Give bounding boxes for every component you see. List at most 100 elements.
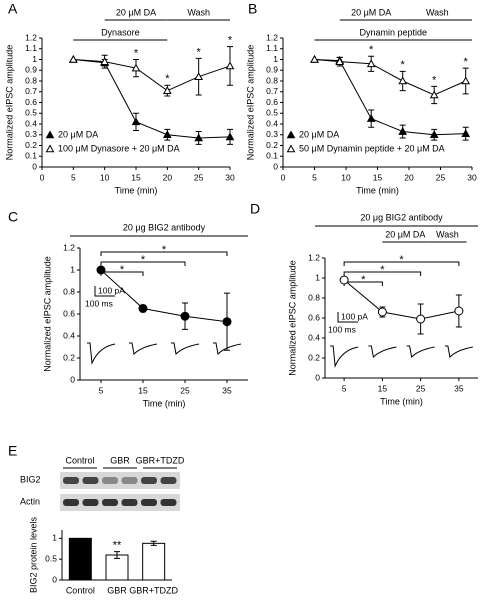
y-tick-label: 0.9 — [25, 65, 37, 75]
blot-band — [160, 499, 177, 506]
marker — [138, 304, 148, 313]
significance: * — [228, 35, 233, 47]
x-tick-label: 20 — [163, 172, 173, 182]
y-tick-label: 1.2 — [63, 242, 75, 252]
x-tick-label: 15 — [373, 172, 383, 182]
marker — [454, 306, 464, 316]
significance: ** — [113, 540, 122, 552]
blot-band — [102, 499, 118, 506]
y-tick-label: 0.1 — [25, 151, 37, 161]
x-tick-label: Control — [66, 585, 95, 595]
x-tick-label: 0 — [40, 172, 45, 182]
header-label: 20 μg BIG2 antibody — [123, 222, 206, 232]
marker — [429, 130, 439, 139]
y-tick-label: 0.2 — [308, 352, 320, 362]
y-tick-label: 1.1 — [266, 43, 278, 53]
scale-bar — [94, 286, 115, 297]
blot-lane-label: GBR+TDZD — [136, 455, 185, 465]
treatment-label: Wash — [426, 7, 449, 17]
y-axis-title: BIG2 protein levels — [28, 516, 38, 593]
eipsc-trace — [87, 342, 116, 365]
marker — [398, 126, 408, 135]
scale-time: 100 ms — [85, 298, 113, 308]
significance: * — [464, 56, 469, 68]
header-label: 20 μg BIG2 antibody — [360, 212, 443, 222]
marker — [461, 129, 471, 137]
legend-marker — [286, 144, 296, 153]
significance: * — [197, 46, 202, 58]
x-tick-label: 5 — [99, 385, 104, 395]
scale-amplitude: 100 pA — [341, 311, 368, 321]
x-tick-label: 5 — [312, 172, 317, 182]
panel-label: B — [248, 1, 257, 17]
marker — [131, 63, 141, 72]
legend-marker — [286, 130, 296, 139]
y-tick-label: 0.6 — [266, 97, 278, 107]
marker — [162, 130, 172, 139]
marker — [377, 307, 387, 317]
treatment-label: Wash — [436, 229, 459, 239]
y-axis-title: Normalized eIPSC amplitude — [4, 45, 14, 161]
eipsc-trace — [213, 342, 242, 356]
x-axis-title: Time (min) — [115, 185, 158, 195]
panel-label: A — [8, 1, 18, 17]
eipsc-trace — [406, 345, 435, 359]
blot-strip — [60, 494, 180, 511]
y-tick-label: 0.8 — [63, 286, 75, 296]
y-tick-label: 0.4 — [266, 118, 278, 128]
y-tick-label: 0.4 — [308, 332, 320, 342]
x-axis-title: Time (min) — [380, 396, 423, 406]
comparison-bracket — [343, 261, 460, 266]
blot-band — [121, 477, 138, 484]
bar — [142, 542, 166, 581]
blot-row-label: BIG2 — [20, 474, 41, 484]
marker — [162, 86, 172, 94]
y-tick-label: 0.7 — [25, 86, 37, 96]
significance: * — [369, 44, 374, 56]
series-line — [314, 59, 466, 136]
error-bar — [114, 551, 120, 559]
marker — [461, 76, 471, 85]
significance: * — [134, 47, 139, 59]
marker — [131, 117, 141, 126]
x-tick-label: 35 — [454, 383, 464, 393]
y-axis-title: Normalized eIPSC amplitude — [245, 45, 255, 161]
y-axis-title: Normalized eIPSC amplitude — [287, 260, 297, 376]
marker — [366, 114, 376, 122]
scale-bar — [337, 312, 358, 323]
x-axis-title: Time (min) — [356, 185, 399, 195]
x-tick-label: 25 — [194, 172, 204, 182]
eipsc-trace — [444, 345, 473, 359]
comparison-label: * — [361, 274, 366, 286]
y-tick-label: 0.6 — [308, 312, 320, 322]
y-tick-label: 0.5 — [45, 553, 57, 563]
treatment-label: Dynamin peptide — [359, 27, 427, 37]
marker — [194, 72, 204, 80]
x-tick-label: GBR+TDZD — [129, 585, 178, 595]
eipsc-trace — [171, 342, 200, 356]
y-tick-label: 1 — [315, 272, 320, 282]
x-tick-label: 5 — [342, 383, 347, 393]
x-tick-label: 20 — [404, 172, 414, 182]
y-tick-label: 0.5 — [266, 108, 278, 118]
y-tick-label: 1 — [32, 54, 37, 64]
comparison-bracket — [100, 251, 228, 256]
comparison-bracket — [343, 271, 422, 276]
panel-label: D — [250, 201, 260, 217]
legend-marker — [45, 130, 55, 139]
comparison-bracket — [100, 261, 186, 266]
blot-band — [102, 477, 118, 484]
legend-label: 100 μM Dynasore + 20 μM DA — [58, 143, 180, 153]
marker — [68, 54, 78, 63]
panel-label: C — [8, 209, 18, 225]
bar — [68, 537, 92, 581]
series-line — [343, 279, 459, 320]
series-line — [73, 59, 231, 92]
treatment-label: Dynasore — [101, 27, 140, 37]
marker — [96, 265, 106, 275]
error-bar — [150, 540, 157, 546]
significance: * — [165, 73, 170, 85]
y-tick-label: 0.2 — [63, 352, 75, 362]
